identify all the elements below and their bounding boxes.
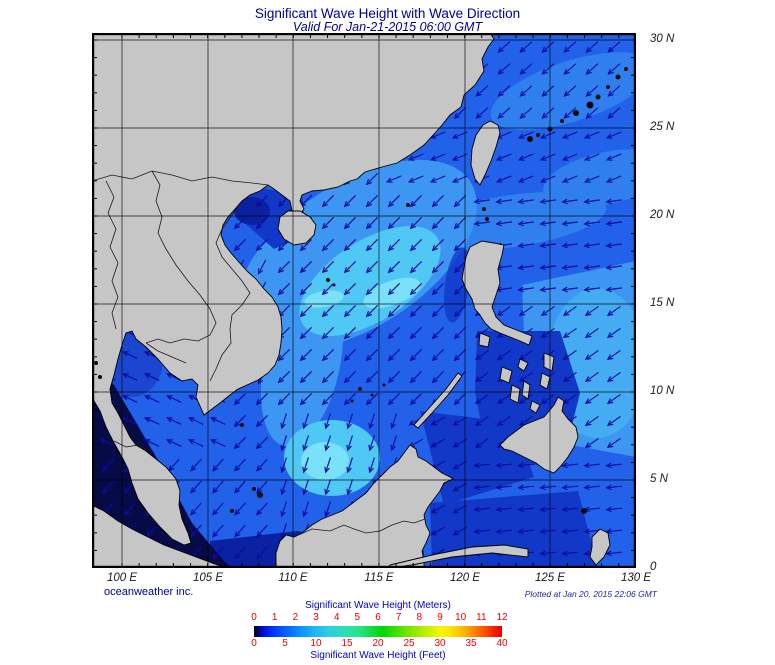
lon-label-120E: 120 E	[449, 572, 481, 584]
legend-feet-label: Significant Wave Height (Feet)	[310, 650, 446, 661]
lon-label-130E: 130 E	[620, 572, 652, 584]
feet-tick-10: 10	[310, 638, 322, 649]
lat-label-25N: 25 N	[650, 121, 675, 133]
feet-tick-25: 25	[403, 638, 415, 649]
meters-tick-12: 12	[496, 612, 508, 623]
legend-colorbar	[254, 626, 502, 637]
map-svg	[92, 33, 636, 568]
plotted-timestamp: Plotted at Jan 20, 2015 22:06 GMT	[524, 589, 657, 599]
feet-tick-20: 20	[372, 638, 384, 649]
meters-tick-10: 10	[455, 612, 467, 623]
lon-label-110E: 110 E	[278, 572, 308, 584]
lon-label-125E: 125 E	[534, 572, 566, 584]
page-title: Significant Wave Height with Wave Direct…	[254, 6, 521, 21]
meters-tick-5: 5	[354, 612, 361, 623]
legend-meters-label: Significant Wave Height (Meters)	[305, 600, 451, 611]
lon-label-115E: 115 E	[364, 572, 394, 584]
map-plot-area	[92, 33, 636, 568]
lon-label-105E: 105 E	[192, 572, 224, 584]
meters-tick-11: 11	[476, 612, 487, 623]
meters-tick-9: 9	[437, 612, 443, 623]
meters-tick-8: 8	[416, 612, 423, 623]
lon-label-100E: 100 E	[106, 572, 138, 584]
feet-tick-35: 35	[465, 638, 477, 649]
meters-tick-7: 7	[395, 612, 402, 623]
feet-tick-5: 5	[282, 638, 288, 649]
meters-tick-0: 0	[251, 612, 257, 623]
lat-label-10N: 10 N	[650, 385, 675, 397]
feet-tick-30: 30	[434, 638, 446, 649]
lat-label-5N: 5 N	[650, 473, 668, 485]
meters-tick-2: 2	[292, 612, 299, 623]
valid-time-subtitle: Valid For Jan-21-2015 06:00 GMT	[292, 20, 483, 34]
feet-tick-40: 40	[496, 638, 508, 649]
lat-label-20N: 20 N	[650, 209, 675, 221]
feet-tick-15: 15	[341, 638, 353, 649]
lat-label-30N: 30 N	[650, 33, 675, 45]
lat-label-15N: 15 N	[650, 297, 675, 309]
meters-tick-1: 1	[271, 612, 278, 623]
oceanweather-credit: oceanweather inc.	[104, 586, 194, 598]
feet-tick-0: 0	[251, 638, 257, 649]
meters-tick-4: 4	[333, 612, 340, 623]
lat-label-0: 0	[650, 561, 657, 573]
meters-tick-3: 3	[313, 612, 319, 623]
meters-tick-6: 6	[375, 612, 381, 623]
